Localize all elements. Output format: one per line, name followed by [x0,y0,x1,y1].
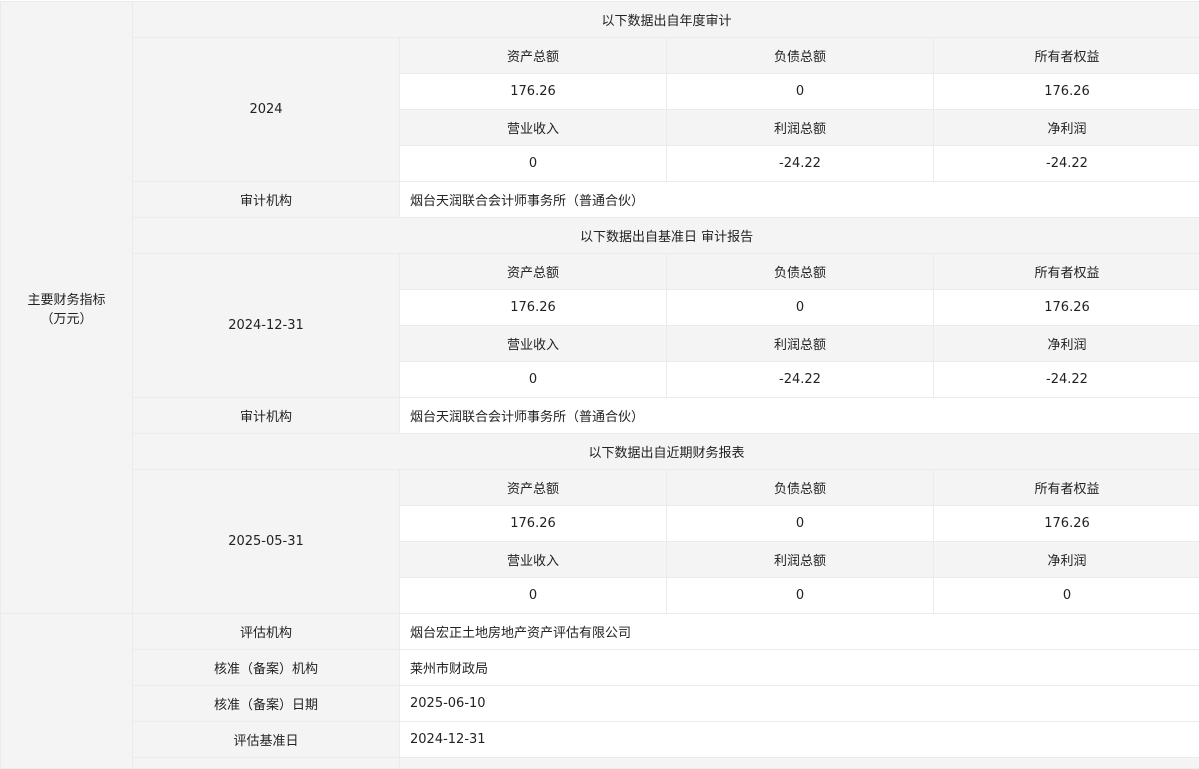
header-liabilities: 负债总额 [667,470,934,506]
header-assets: 资产总额 [400,254,667,290]
value-profit: -24.22 [667,362,934,398]
valuation-label: 核准（备案）日期 [133,686,400,722]
header-revenue: 营业收入 [400,542,667,578]
header-net-profit: 净利润 [934,110,1199,146]
partial-row [1,758,1199,769]
audit-org-row: 审计机构 烟台天润联合会计师事务所（普通合伙） [1,182,1199,218]
valuation-row: 核准（备案）日期 2025-06-10 [1,686,1199,722]
value-net-profit: -24.22 [934,362,1199,398]
table-row: 2024 资产总额 负债总额 所有者权益 [1,38,1199,74]
value-equity: 176.26 [934,74,1199,110]
value-revenue: 0 [400,146,667,182]
valuation-group-label [1,614,133,769]
header-assets: 资产总额 [400,38,667,74]
value-revenue: 0 [400,578,667,614]
valuation-row: 评估基准日 2024-12-31 [1,722,1199,758]
valuation-value: 莱州市财政局 [400,650,1199,686]
value-liabilities: 0 [667,74,934,110]
value-liabilities: 0 [667,506,934,542]
value-assets: 176.26 [400,506,667,542]
value-net-profit: -24.22 [934,146,1199,182]
valuation-label: 评估机构 [133,614,400,650]
header-liabilities: 负债总额 [667,38,934,74]
value-equity: 176.26 [934,290,1199,326]
audit-org-label: 审计机构 [133,182,400,218]
valuation-label: 核准（备案）机构 [133,650,400,686]
audit-org-label: 审计机构 [133,398,400,434]
valuation-value: 2024-12-31 [400,722,1199,758]
table-row: 2025-05-31 资产总额 负债总额 所有者权益 [1,470,1199,506]
value-assets: 176.26 [400,290,667,326]
header-assets: 资产总额 [400,470,667,506]
section-title: 以下数据出自基准日 审计报告 [133,218,1199,254]
audit-org-value: 烟台天润联合会计师事务所（普通合伙） [400,398,1199,434]
header-liabilities: 负债总额 [667,254,934,290]
table-row: 2024-12-31 资产总额 负债总额 所有者权益 [1,254,1199,290]
valuation-label: 评估基准日 [133,722,400,758]
period: 2025-05-31 [133,470,400,614]
main-label-unit: （万元） [40,312,92,327]
header-equity: 所有者权益 [934,254,1199,290]
period: 2024-12-31 [133,254,400,398]
header-equity: 所有者权益 [934,38,1199,74]
value-profit: -24.22 [667,146,934,182]
section-title-row: 以下数据出自基准日 审计报告 [1,218,1199,254]
section-title-row: 主要财务指标（万元） 以下数据出自年度审计 [1,2,1199,38]
partial-cell [400,758,1199,769]
value-assets: 176.26 [400,74,667,110]
valuation-row: 评估机构 烟台宏正土地房地产资产评估有限公司 [1,614,1199,650]
main-financial-label: 主要财务指标 （万元） [1,2,133,614]
value-liabilities: 0 [667,290,934,326]
section-title-row: 以下数据出自近期财务报表 [1,434,1199,470]
value-net-profit: 0 [934,578,1199,614]
header-revenue: 营业收入 [400,110,667,146]
value-revenue: 0 [400,362,667,398]
valuation-value: 烟台宏正土地房地产资产评估有限公司 [400,614,1199,650]
header-profit: 利润总额 [667,110,934,146]
audit-org-row: 审计机构 烟台天润联合会计师事务所（普通合伙） [1,398,1199,434]
period: 2024 [133,38,400,182]
partial-cell [133,758,400,769]
header-profit: 利润总额 [667,542,934,578]
value-equity: 176.26 [934,506,1199,542]
header-profit: 利润总额 [667,326,934,362]
header-equity: 所有者权益 [934,470,1199,506]
section-title: 以下数据出自近期财务报表 [133,434,1199,470]
valuation-row: 核准（备案）机构 莱州市财政局 [1,650,1199,686]
valuation-value: 2025-06-10 [400,686,1199,722]
section-title: 以下数据出自年度审计 [133,2,1199,38]
audit-org-value: 烟台天润联合会计师事务所（普通合伙） [400,182,1199,218]
header-net-profit: 净利润 [934,542,1199,578]
header-revenue: 营业收入 [400,326,667,362]
main-label-line1: 主要财务指标 [27,293,105,308]
value-profit: 0 [667,578,934,614]
header-net-profit: 净利润 [934,326,1199,362]
